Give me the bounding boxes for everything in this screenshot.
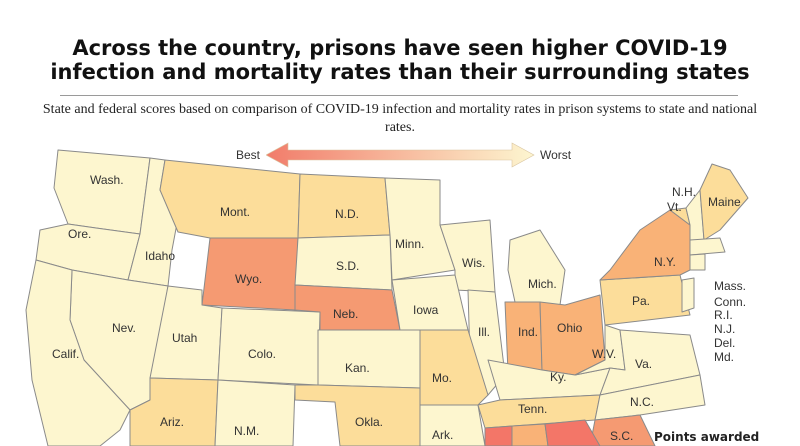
title-divider xyxy=(60,95,738,96)
us-map: Wash. Ore. Idaho Mont. N.D. Minn. Wyo. S… xyxy=(25,149,749,446)
label-ark: Ark. xyxy=(432,428,453,442)
state-miss xyxy=(484,425,513,446)
label-ri: R.I. xyxy=(714,308,733,322)
label-sd: S.D. xyxy=(336,259,359,273)
label-ill: Ill. xyxy=(478,325,490,339)
state-nm xyxy=(214,379,296,446)
label-wv: W.V. xyxy=(592,347,616,361)
label-tenn: Tenn. xyxy=(518,402,547,416)
points-awarded-label: Points awarded xyxy=(654,430,760,444)
label-okla: Okla. xyxy=(355,415,383,429)
label-ind: Ind. xyxy=(518,325,538,339)
title-line-2: infection and mortality rates than their… xyxy=(50,60,750,84)
state-conn xyxy=(689,253,706,271)
state-kan xyxy=(317,329,421,389)
label-sc: S.C. xyxy=(610,429,633,443)
label-utah: Utah xyxy=(172,331,197,345)
label-va: Va. xyxy=(635,357,652,371)
label-mass: Mass. xyxy=(714,279,747,293)
label-wyo: Wyo. xyxy=(235,272,262,286)
state-ark xyxy=(419,404,486,446)
label-ky: Ky. xyxy=(550,370,566,384)
state-okla xyxy=(294,384,421,446)
label-ny: N.Y. xyxy=(654,255,676,269)
page-title: Across the country, prisons have seen hi… xyxy=(0,36,800,84)
legend-worst-label: Worst xyxy=(540,148,572,162)
label-colo: Colo. xyxy=(248,347,276,361)
state-mont xyxy=(159,159,301,239)
label-mich: Mich. xyxy=(528,277,557,291)
label-ariz: Ariz. xyxy=(160,415,184,429)
label-nd: N.D. xyxy=(335,207,359,221)
label-ore: Ore. xyxy=(68,227,91,241)
legend-gradient-arrow xyxy=(266,142,535,168)
state-nd xyxy=(297,173,391,239)
label-mo: Mo. xyxy=(432,371,452,385)
label-nev: Nev. xyxy=(112,321,136,335)
label-nm: N.M. xyxy=(234,424,259,438)
label-kan: Kan. xyxy=(345,361,370,375)
label-idaho: Idaho xyxy=(145,249,175,263)
label-nj: N.J. xyxy=(714,322,736,336)
label-calif: Calif. xyxy=(52,347,79,361)
label-ohio: Ohio xyxy=(557,321,583,335)
label-conn: Conn. xyxy=(714,295,747,309)
subtitle: State and federal scores based on compar… xyxy=(42,102,758,135)
state-ny xyxy=(599,209,691,281)
state-mass xyxy=(689,237,726,256)
state-nc xyxy=(594,374,706,421)
state-wash xyxy=(53,149,151,235)
label-wis: Wis. xyxy=(462,256,485,270)
label-pa: Pa. xyxy=(632,294,650,308)
state-ohio xyxy=(539,294,606,376)
label-nh: N.H. xyxy=(672,185,696,199)
label-maine: Maine xyxy=(708,195,741,209)
label-neb: Neb. xyxy=(333,307,358,321)
label-minn: Minn. xyxy=(395,237,424,251)
state-ga xyxy=(544,419,601,446)
state-labels: Wash. Ore. Idaho Mont. N.D. Minn. Wyo. S… xyxy=(52,173,741,443)
state-mich xyxy=(507,229,566,306)
label-mont: Mont. xyxy=(220,205,250,219)
label-iowa: Iowa xyxy=(413,303,439,317)
label-nc: N.C. xyxy=(630,395,654,409)
label-wash: Wash. xyxy=(90,173,124,187)
label-md: Md. xyxy=(714,350,735,364)
state-calif xyxy=(25,259,131,446)
title-line-1: Across the country, prisons have seen hi… xyxy=(72,36,728,60)
state-ala xyxy=(511,423,549,446)
label-del: Del. xyxy=(714,336,736,350)
state-nj xyxy=(681,277,695,313)
legend-best-label: Best xyxy=(236,148,261,162)
label-vt: Vt. xyxy=(667,200,682,214)
